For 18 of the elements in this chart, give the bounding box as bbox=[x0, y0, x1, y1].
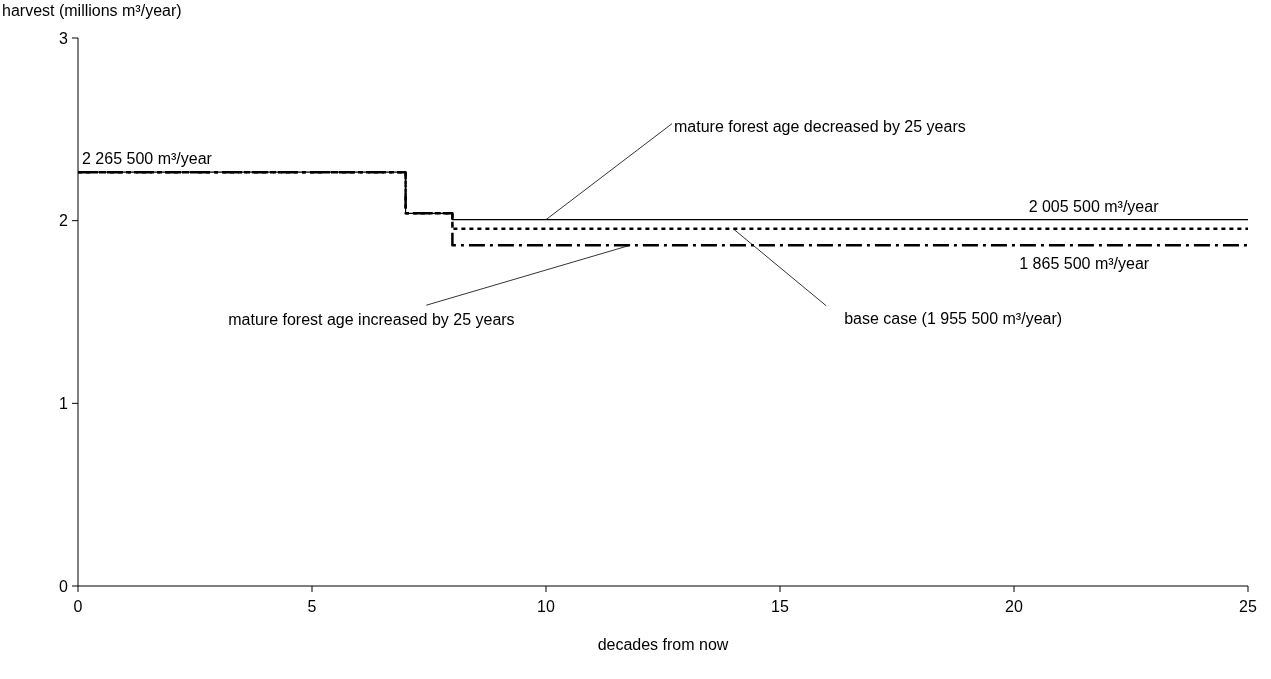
x-tick-label: 0 bbox=[73, 598, 83, 615]
annotation: mature forest age decreased by 25 years bbox=[674, 117, 966, 135]
x-tick-label: 15 bbox=[771, 598, 789, 615]
y-tick-label: 1 bbox=[59, 394, 69, 412]
y-tick-label: 2 bbox=[59, 212, 69, 230]
y-tick-label: 0 bbox=[59, 577, 69, 595]
x-tick-label: 20 bbox=[1005, 598, 1023, 615]
y-tick-label: 3 bbox=[59, 29, 69, 47]
annotation: 1 865 500 m³/year bbox=[1019, 255, 1150, 273]
x-tick-label: 10 bbox=[537, 598, 555, 615]
x-axis-title: decades from now bbox=[597, 636, 729, 653]
annotation: 2 265 500 m³/year bbox=[82, 150, 213, 168]
annotation: 2 005 500 m³/year bbox=[1028, 197, 1160, 215]
annotation: base case (1 955 500 m³/year) bbox=[844, 309, 1063, 327]
x-tick-label: 5 bbox=[307, 598, 317, 615]
annotation: mature forest age increased by 25 years bbox=[228, 311, 515, 329]
y-axis-title: harvest (millions m³/year) bbox=[2, 2, 182, 19]
x-tick-label: 25 bbox=[1239, 598, 1257, 615]
